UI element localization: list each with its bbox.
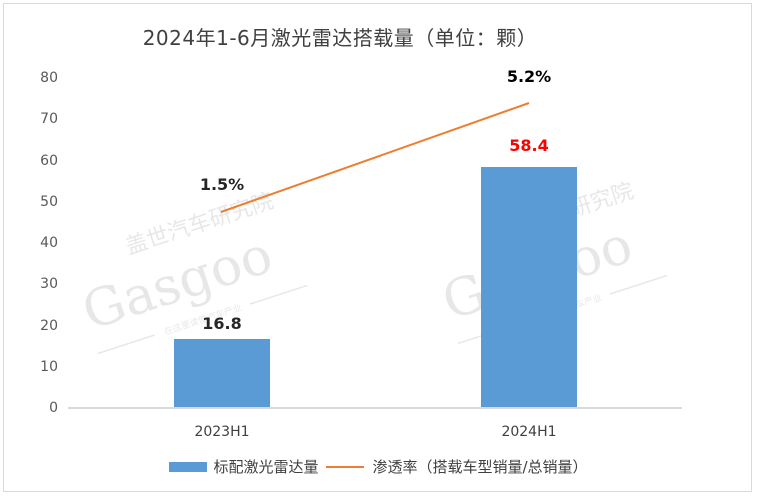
y-tick-40: 40	[40, 235, 58, 251]
legend: 标配激光雷达量 渗透率（搭载车型销量/总销量）	[0, 456, 757, 477]
bar-2024h1	[481, 167, 577, 408]
y-tick-80: 80	[40, 70, 58, 86]
y-tick-10: 10	[40, 359, 58, 375]
y-tick-0: 0	[49, 400, 58, 416]
y-tick-20: 20	[40, 318, 58, 334]
x-label-2024h1: 2024H1	[501, 424, 557, 440]
y-tick-70: 70	[40, 111, 58, 127]
chart-frame	[3, 3, 752, 492]
y-tick-60: 60	[40, 153, 58, 169]
legend-line-swatch-icon	[326, 465, 365, 468]
bar-value-label-2024h1: 58.4	[509, 136, 549, 155]
legend-item-bar: 标配激光雷达量	[169, 456, 318, 477]
y-tick-30: 30	[40, 276, 58, 292]
legend-bar-label: 标配激光雷达量	[213, 458, 319, 476]
legend-item-line: 渗透率（搭载车型销量/总销量）	[326, 456, 588, 477]
legend-bar-swatch-icon	[169, 461, 208, 472]
y-tick-50: 50	[40, 194, 58, 210]
x-axis-line	[68, 407, 682, 409]
x-label-2023h1: 2023H1	[194, 424, 250, 440]
line-value-label-2023h1: 1.5%	[199, 175, 245, 194]
line-value-label-2024h1: 5.2%	[506, 67, 552, 86]
chart-title: 2024年1-6月激光雷达搭载量（单位：颗）	[142, 26, 538, 50]
penetration-line	[220, 102, 530, 213]
legend-line-label: 渗透率（搭载车型销量/总销量）	[372, 458, 588, 476]
bar-value-label-2023h1: 16.8	[202, 314, 242, 333]
bar-2023h1	[174, 339, 270, 408]
